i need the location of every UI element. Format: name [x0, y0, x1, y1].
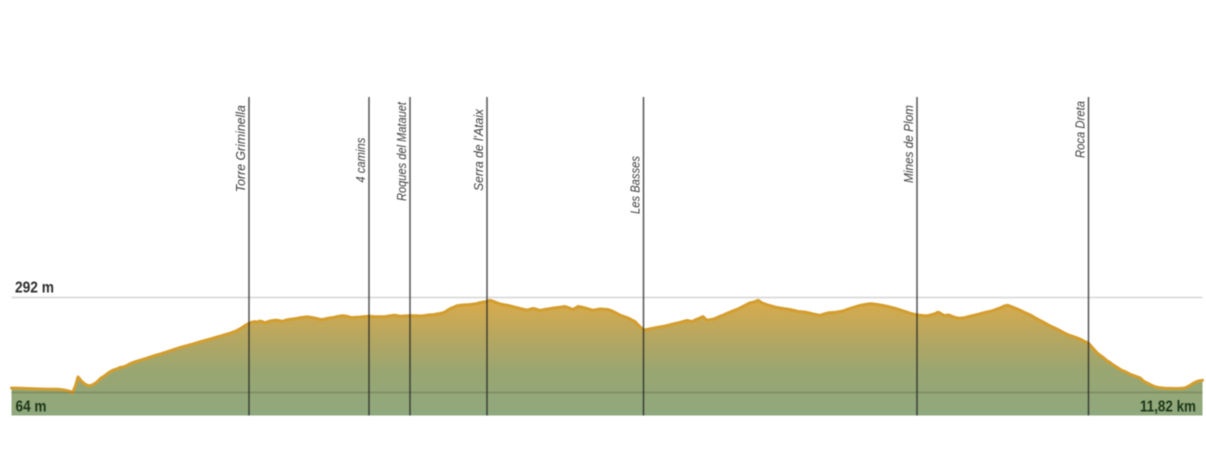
svg-text:11,82 km: 11,82 km	[1140, 399, 1196, 416]
svg-text:4 camins: 4 camins	[354, 138, 368, 183]
svg-text:64 m: 64 m	[16, 399, 47, 416]
svg-text:Mines de Plom: Mines de Plom	[902, 105, 916, 183]
svg-text:Les Basses: Les Basses	[629, 156, 643, 214]
svg-text:Roca Dreta: Roca Dreta	[1074, 101, 1088, 158]
svg-text:Torre Griminella: Torre Griminella	[234, 105, 248, 192]
svg-text:Serra de l'Ataix: Serra de l'Ataix	[472, 108, 486, 191]
svg-text:292 m: 292 m	[15, 280, 54, 297]
svg-text:Roques del Matauet: Roques del Matauet	[395, 102, 409, 201]
